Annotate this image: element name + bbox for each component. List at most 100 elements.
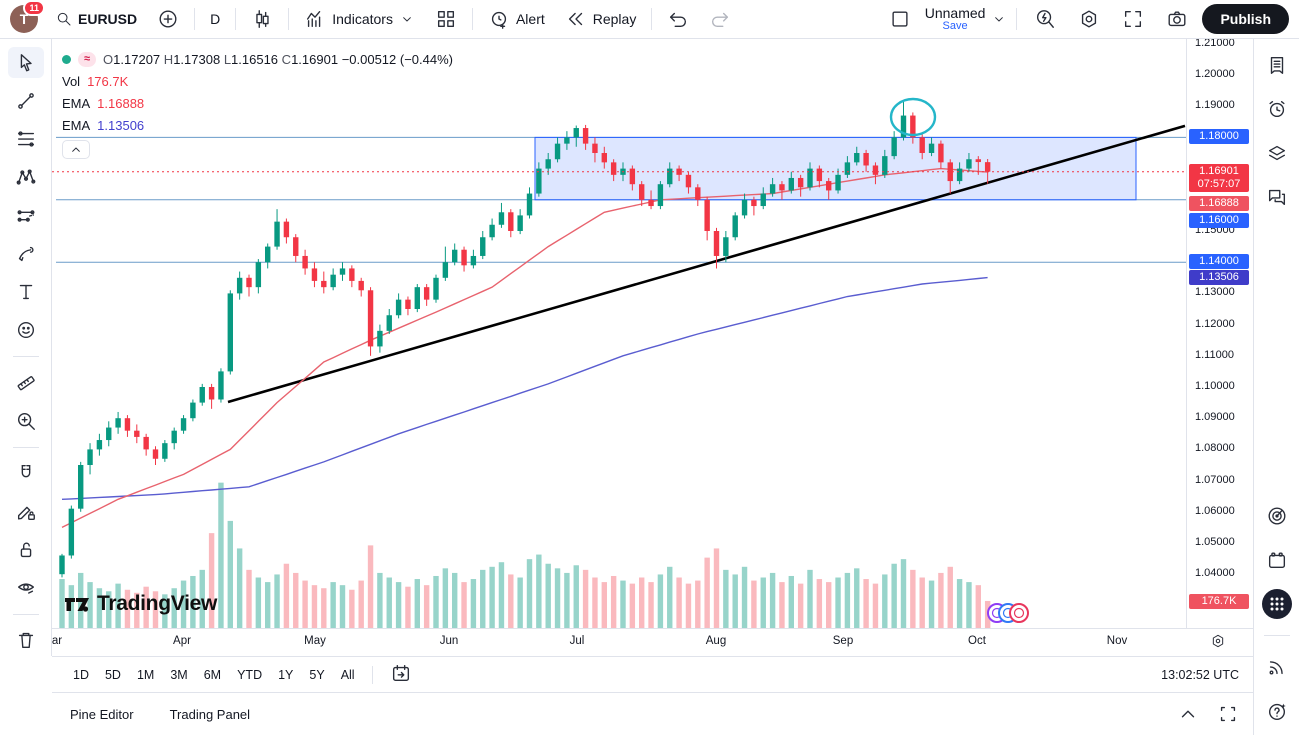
- fib-retracement-tool-button[interactable]: [8, 124, 44, 155]
- go-to-date-button[interactable]: [383, 658, 419, 691]
- text-tool-button[interactable]: [8, 277, 44, 308]
- range-button-5d[interactable]: 5D: [98, 664, 128, 686]
- chart-legend: ≈ O1.17207 H1.17308 L1.16516 C1.16901 −0…: [62, 48, 453, 159]
- price-level-badge: 1.13506: [1189, 269, 1249, 285]
- interval-button[interactable]: D: [202, 7, 228, 31]
- chevron-down-icon[interactable]: [991, 11, 1007, 27]
- lock-all-drawings-button[interactable]: [8, 534, 44, 565]
- range-button-6m[interactable]: 6M: [197, 664, 228, 686]
- zoom-in-tool-button[interactable]: [8, 405, 44, 436]
- divider: [371, 665, 373, 684]
- ruler-icon: [17, 375, 35, 391]
- expand-panel-chevron-icon[interactable]: [1177, 703, 1199, 725]
- price-tick: 1.10000: [1195, 380, 1235, 392]
- timeframe-bar: 1D 5D 1M 3M 6M YTD 1Y 5Y All 13:02:52 UTC: [52, 656, 1253, 693]
- cursor-tool-button[interactable]: [7, 47, 44, 79]
- range-buttons: 1D 5D 1M 3M 6M YTD 1Y 5Y All: [66, 664, 362, 686]
- ema-label: EMA: [62, 95, 91, 111]
- price-tick: 1.19000: [1195, 99, 1235, 112]
- drawing-mode-lock-button[interactable]: [8, 496, 44, 527]
- divider: [12, 446, 39, 448]
- symbol-legend-row[interactable]: ≈ O1.17207 H1.17308 L1.16516 C1.16901 −0…: [62, 48, 453, 70]
- indicators-button[interactable]: Indicators: [296, 4, 423, 34]
- magnet-icon: [21, 465, 30, 478]
- unlock-icon: [20, 542, 31, 557]
- top-toolbar: T 11 EURUSD D Indicators Alert Replay: [0, 0, 1299, 39]
- fullscreen-button[interactable]: [1114, 4, 1152, 34]
- undo-button[interactable]: [659, 4, 697, 34]
- legend-collapse-button[interactable]: [62, 140, 90, 159]
- emoji-tool-button[interactable]: [8, 315, 44, 346]
- alerts-panel-button[interactable]: [1259, 93, 1295, 125]
- ema-fast-legend-row[interactable]: EMA 1.16888: [62, 92, 453, 114]
- ema-fast-line[interactable]: [61, 167, 988, 529]
- price-level-badge: 1.16000: [1189, 213, 1249, 228]
- range-button-all[interactable]: All: [334, 664, 362, 686]
- zoom-in-icon: [17, 412, 35, 430]
- price-axis[interactable]: 1.21000 1.20000 1.19000 1.15000 1.13000 1.120…: [1186, 37, 1253, 628]
- event-flags-icon[interactable]: [987, 603, 1029, 623]
- indicators-icon: [307, 10, 321, 28]
- trading-panel-tab[interactable]: Trading Panel: [169, 706, 251, 722]
- chart-area[interactable]: ≈ O1.17207 H1.17308 L1.16516 C1.16901 −0…: [52, 39, 1186, 628]
- compare-add-symbol-button[interactable]: [149, 4, 187, 34]
- axis-settings-icon[interactable]: [1210, 633, 1226, 652]
- month-label: Aug: [705, 635, 727, 647]
- range-button-ytd[interactable]: YTD: [230, 664, 269, 686]
- month-label: Jul: [569, 635, 585, 647]
- chat-button[interactable]: [1259, 181, 1295, 213]
- alert-button[interactable]: Alert: [480, 4, 553, 34]
- apps-grid-button[interactable]: [1259, 588, 1295, 620]
- range-button-1y[interactable]: 1Y: [271, 664, 300, 686]
- range-button-5y[interactable]: 5Y: [302, 664, 331, 686]
- layout-name-control[interactable]: Unnamed Save: [925, 6, 986, 32]
- trendline-drawing[interactable]: [227, 124, 1186, 404]
- redo-button[interactable]: [701, 4, 739, 34]
- economic-calendar-button[interactable]: [1259, 544, 1295, 576]
- symbol-search-button[interactable]: EURUSD: [48, 7, 145, 31]
- layers-icon: [1268, 145, 1285, 161]
- data-feed-button[interactable]: [1259, 651, 1295, 683]
- divider: [235, 8, 237, 30]
- snapshot-button[interactable]: [1158, 4, 1196, 34]
- ema-slow-line[interactable]: [61, 276, 988, 500]
- range-button-1m[interactable]: 1M: [130, 664, 161, 686]
- brush-tool-button[interactable]: [8, 238, 44, 269]
- pattern-tool-button[interactable]: [8, 162, 44, 193]
- chart-style-button[interactable]: [243, 4, 281, 34]
- trend-line-tool-button[interactable]: [8, 85, 44, 116]
- replay-button[interactable]: Replay: [557, 4, 645, 34]
- screener-button[interactable]: [1259, 500, 1295, 532]
- maximize-panel-icon[interactable]: [1217, 703, 1239, 725]
- magnet-mode-button[interactable]: [8, 458, 44, 489]
- hide-all-drawings-button[interactable]: [8, 572, 44, 603]
- measure-tool-button[interactable]: [8, 367, 44, 398]
- range-button-3m[interactable]: 3M: [163, 664, 194, 686]
- market-status-icon: [62, 54, 71, 64]
- pine-editor-tab[interactable]: Pine Editor: [70, 706, 134, 722]
- price-tick: 1.11000: [1195, 348, 1234, 361]
- ema-slow-legend-row[interactable]: EMA 1.13506: [62, 114, 453, 136]
- price-level-badge: 176.7K: [1189, 594, 1249, 609]
- remove-drawings-button[interactable]: [8, 625, 44, 656]
- eye-icon: [17, 583, 34, 594]
- quick-search-button[interactable]: [1026, 4, 1064, 34]
- prediction-tool-button[interactable]: [8, 200, 44, 231]
- clock-utc[interactable]: 13:02:52 UTC: [1161, 667, 1239, 682]
- indicator-templates-button[interactable]: [427, 4, 465, 34]
- price-chart-canvas[interactable]: [52, 39, 1186, 628]
- volume-legend-row[interactable]: Vol 176.7K: [62, 70, 453, 92]
- save-label[interactable]: Save: [942, 19, 968, 32]
- user-avatar[interactable]: T 11: [10, 0, 45, 33]
- settings-button[interactable]: [1070, 4, 1108, 34]
- object-tree-button[interactable]: [1259, 137, 1295, 169]
- help-button[interactable]: [1259, 695, 1295, 727]
- publish-button[interactable]: Publish: [1202, 4, 1289, 34]
- watchlist-button[interactable]: [1259, 49, 1295, 81]
- undo-icon: [670, 12, 687, 28]
- range-button-1d[interactable]: 1D: [66, 664, 96, 686]
- trend-line-icon: [17, 93, 34, 109]
- ellipse-highlight-drawing[interactable]: [889, 97, 937, 137]
- layout-select-button[interactable]: [881, 4, 919, 34]
- time-axis[interactable]: ar Apr May Jun Jul Aug Sep Oct Nov: [52, 628, 1253, 656]
